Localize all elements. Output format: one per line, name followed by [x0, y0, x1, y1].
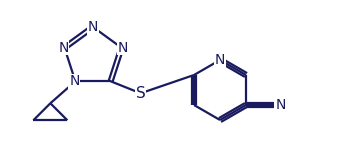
Text: N: N [69, 74, 80, 88]
Text: N: N [117, 41, 128, 55]
Text: N: N [276, 98, 286, 112]
Text: N: N [215, 53, 225, 67]
Text: N: N [88, 20, 98, 34]
Text: N: N [58, 41, 69, 55]
Text: S: S [136, 86, 146, 101]
